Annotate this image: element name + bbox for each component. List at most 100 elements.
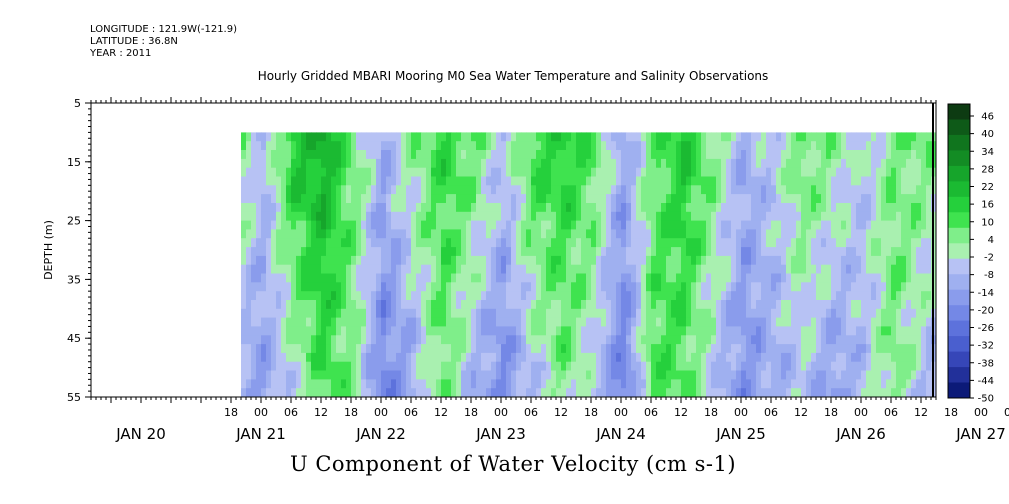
heatmap-cell (726, 273, 732, 283)
heatmap-cell (326, 255, 332, 266)
heatmap-cell (876, 300, 882, 310)
heatmap-cell (571, 247, 577, 257)
heatmap-cell (696, 273, 702, 283)
heatmap-cell (616, 255, 622, 266)
heatmap-cell (476, 317, 482, 327)
heatmap-cell (396, 255, 402, 266)
heatmap-cell (706, 264, 712, 275)
heatmap-cell (996, 353, 1002, 362)
heatmap-cell (871, 335, 877, 345)
heatmap-cell (271, 379, 277, 389)
heatmap-cell (406, 247, 412, 257)
heatmap-cell (801, 132, 807, 142)
heatmap-cell (906, 150, 912, 160)
heatmap-cell (406, 352, 412, 363)
heatmap-cell (501, 132, 507, 142)
heatmap-cell (436, 370, 442, 380)
heatmap-cell (591, 141, 597, 151)
heatmap-cell (456, 132, 462, 142)
heatmap-cell (421, 150, 427, 160)
heatmap-cell (326, 194, 332, 204)
heatmap-cell (606, 361, 612, 372)
heatmap-cell (696, 229, 702, 239)
heatmap-cell (886, 379, 892, 389)
heatmap-cell (461, 211, 467, 222)
heatmap-cell (306, 308, 312, 319)
heatmap-cell (971, 318, 977, 327)
heatmap-cell (671, 229, 677, 239)
heatmap-cell (366, 158, 372, 169)
heatmap-cell (406, 344, 412, 354)
heatmap-cell (281, 273, 287, 283)
heatmap-cell (421, 326, 427, 336)
heatmap-cell (631, 176, 637, 186)
heatmap-cell (861, 220, 867, 230)
heatmap-cell (291, 185, 297, 195)
heatmap-cell (251, 229, 257, 239)
heatmap-cell (631, 273, 637, 283)
heatmap-cell (896, 141, 902, 151)
heatmap-cell (481, 264, 487, 275)
heatmap-cell (881, 211, 887, 222)
heatmap-cell (776, 282, 782, 292)
heatmap-cell (471, 255, 477, 266)
heatmap-cell (586, 308, 592, 319)
heatmap-cell (306, 194, 312, 204)
heatmap-cell (356, 317, 362, 327)
heatmap-cell (791, 185, 797, 195)
heatmap-cell (656, 352, 662, 363)
heatmap-cell (481, 352, 487, 363)
heatmap-cell (846, 282, 852, 292)
heatmap-cell (656, 176, 662, 186)
heatmap-cell (261, 167, 267, 178)
heatmap-cell (856, 308, 862, 319)
heatmap-cell (621, 238, 627, 248)
heatmap-cell (246, 370, 252, 380)
heatmap-cell (911, 379, 917, 389)
heatmap-cell (741, 264, 747, 275)
heatmap-cell (896, 176, 902, 186)
heatmap-cell (696, 220, 702, 230)
heatmap-cell (286, 176, 292, 186)
heatmap-cell (426, 229, 432, 239)
heatmap-cell (601, 211, 607, 222)
heatmap-cell (461, 194, 467, 204)
heatmap-cell (566, 158, 572, 169)
heatmap-cell (821, 158, 827, 169)
heatmap-cell (316, 379, 322, 389)
heatmap-cell (721, 264, 727, 275)
heatmap-cell (436, 185, 442, 195)
heatmap-cell (506, 282, 512, 292)
heatmap-cell (846, 335, 852, 345)
heatmap-cell (516, 361, 522, 372)
heatmap-cell (916, 185, 922, 195)
heatmap-cell (536, 247, 542, 257)
heatmap-cell (436, 220, 442, 230)
heatmap-cell (291, 203, 297, 213)
heatmap-cell (836, 317, 842, 327)
heatmap-cell (816, 141, 822, 151)
heatmap-cell (781, 282, 787, 292)
heatmap-cell (596, 388, 602, 397)
heatmap-cell (526, 282, 532, 292)
heatmap-cell (891, 352, 897, 363)
heatmap-cell (586, 176, 592, 186)
heatmap-cell (271, 335, 277, 345)
heatmap-cell (726, 300, 732, 310)
heatmap-cell (376, 335, 382, 345)
heatmap-cell (471, 335, 477, 345)
heatmap-cell (741, 361, 747, 372)
heatmap-cell (486, 247, 492, 257)
heatmap-cell (546, 344, 552, 354)
heatmap-cell (1001, 344, 1007, 353)
heatmap-cell (586, 211, 592, 222)
heatmap-cell (561, 388, 567, 397)
heatmap-cell (396, 308, 402, 319)
heatmap-cell (811, 264, 817, 275)
heatmap-cell (551, 282, 557, 292)
heatmap-cell (901, 264, 907, 275)
heatmap-cell (411, 167, 417, 178)
heatmap-cell (971, 229, 977, 238)
heatmap-cell (751, 194, 757, 204)
heatmap-cell (941, 185, 947, 194)
